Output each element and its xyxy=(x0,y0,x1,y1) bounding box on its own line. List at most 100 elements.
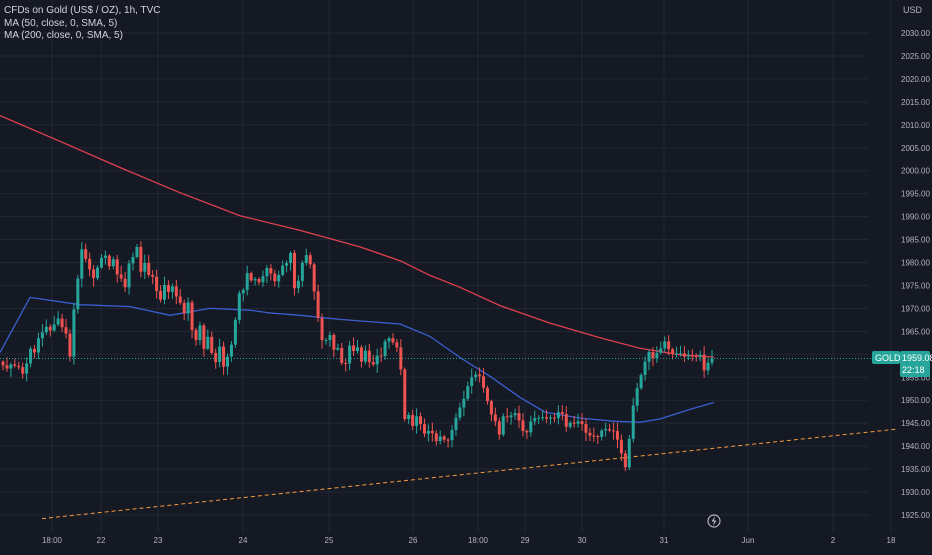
candle xyxy=(269,263,273,281)
candle xyxy=(289,251,293,271)
candle-body xyxy=(643,361,647,375)
candle-body xyxy=(308,255,312,265)
candle xyxy=(458,402,462,421)
candle-body xyxy=(174,286,178,297)
candle xyxy=(29,346,33,368)
candle-body xyxy=(552,417,556,419)
candle xyxy=(316,284,320,322)
candle-body xyxy=(127,263,131,288)
candle xyxy=(127,259,131,295)
candle xyxy=(363,345,367,365)
candle-body xyxy=(549,417,553,419)
candles-layer xyxy=(1,241,714,472)
candle-body xyxy=(470,377,474,386)
candle-body xyxy=(147,262,151,275)
candle-body xyxy=(194,329,198,341)
candle-body xyxy=(694,356,698,358)
candle xyxy=(340,342,344,366)
candle xyxy=(568,420,572,430)
candle xyxy=(533,410,537,426)
candle xyxy=(415,408,419,434)
candle-body xyxy=(659,348,663,353)
candle xyxy=(367,343,371,368)
candle-body xyxy=(710,358,714,363)
candle-body xyxy=(143,262,147,272)
candle-body xyxy=(9,364,13,369)
candle xyxy=(292,250,296,296)
candle xyxy=(485,385,489,405)
candle xyxy=(612,422,616,440)
candle-body xyxy=(131,256,135,264)
candle xyxy=(529,415,533,437)
candle-body xyxy=(332,335,336,350)
lightning-icon[interactable] xyxy=(707,514,721,528)
time-axis[interactable]: 18:00 22 23 24 25 26 18:00 29 30 31 Jun 2 18 xyxy=(42,536,896,545)
candle-body xyxy=(438,436,442,442)
candle xyxy=(5,357,9,372)
price-tick-label: 1940.00 xyxy=(901,442,930,451)
candle-body xyxy=(698,354,702,357)
candle xyxy=(387,336,391,349)
candle-body xyxy=(241,290,245,294)
candle-body xyxy=(226,356,230,367)
candle xyxy=(478,367,482,383)
candle xyxy=(710,349,714,366)
candle xyxy=(584,418,588,442)
candle-body xyxy=(72,309,76,357)
candle-body xyxy=(426,430,430,434)
candle xyxy=(64,319,68,339)
candle xyxy=(13,358,17,368)
candle-body xyxy=(210,336,214,353)
candle xyxy=(549,414,553,425)
candle xyxy=(592,427,596,442)
price-tick-label: 2000.00 xyxy=(901,167,930,176)
candle-body xyxy=(222,346,226,367)
candle-body xyxy=(119,274,123,279)
time-tick-label: 18:00 xyxy=(468,536,489,545)
candle xyxy=(572,416,576,428)
legend-symbol[interactable]: CFDs on Gold (US$ / OZ), 1h, TVC xyxy=(4,5,161,16)
legend-ma50[interactable]: MA (50, close, 0, SMA, 5) xyxy=(4,17,118,29)
candle xyxy=(576,413,580,428)
candle-body xyxy=(60,318,64,328)
candle-body xyxy=(580,421,584,425)
candle xyxy=(450,424,454,448)
candle-body xyxy=(265,268,269,277)
candle xyxy=(265,264,269,283)
candle-body xyxy=(359,347,363,362)
candle xyxy=(371,354,375,367)
price-axis[interactable]: USD 1925.00 1930.00 1935.00 1940.00 1945.00 1… xyxy=(901,5,930,520)
candle-body xyxy=(289,252,293,263)
candle-body xyxy=(304,255,308,263)
candle xyxy=(249,271,253,283)
candle-body xyxy=(391,338,395,343)
symbol-badge xyxy=(872,351,900,364)
candle xyxy=(359,344,363,368)
price-tick-label: 1945.00 xyxy=(901,419,930,428)
candle-body xyxy=(671,349,675,354)
candle xyxy=(48,324,52,337)
candle xyxy=(470,368,474,394)
candle xyxy=(139,241,143,278)
candle xyxy=(489,399,493,422)
candle-body xyxy=(36,338,40,353)
time-tick-label: 18:00 xyxy=(42,536,63,545)
legend-ma200[interactable]: MA (200, close, 0, SMA, 5) xyxy=(4,30,123,41)
candle-body xyxy=(300,262,304,281)
price-tick-label: 1980.00 xyxy=(901,259,930,268)
candle xyxy=(68,329,72,362)
symbol-badge-text: GOLD xyxy=(875,353,901,363)
candle xyxy=(454,412,458,436)
candle-body xyxy=(1,361,5,366)
candle xyxy=(411,409,415,431)
price-tick-label: 2020.00 xyxy=(901,75,930,84)
price-tick-label: 1950.00 xyxy=(901,396,930,405)
candle-body xyxy=(466,385,470,399)
candle xyxy=(222,341,226,375)
candle-body xyxy=(52,324,56,331)
candle-body xyxy=(257,279,261,283)
candle xyxy=(198,321,202,345)
candle xyxy=(123,271,127,292)
